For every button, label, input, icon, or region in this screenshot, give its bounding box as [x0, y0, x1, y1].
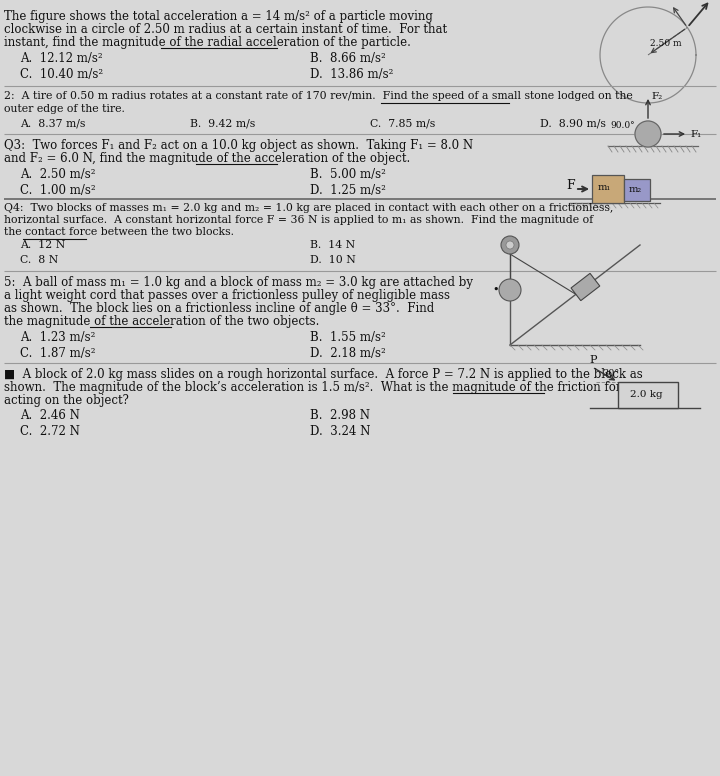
Text: D.  13.86 m/s²: D. 13.86 m/s² [310, 68, 393, 81]
Text: D.  1.25 m/s²: D. 1.25 m/s² [310, 184, 386, 197]
Text: A.  2.50 m/s²: A. 2.50 m/s² [20, 168, 96, 181]
Text: A.  12 N: A. 12 N [20, 240, 66, 250]
Text: outer edge of the tire.: outer edge of the tire. [4, 104, 125, 114]
Text: B.  2.98 N: B. 2.98 N [310, 409, 370, 422]
Circle shape [506, 241, 514, 249]
Bar [592, 175, 624, 203]
Text: The figure shows the total acceleration a = 14 m/s² of a particle moving: The figure shows the total acceleration … [4, 10, 433, 23]
Text: 5:  A ball of mass m₁ = 1.0 kg and a block of mass m₂ = 3.0 kg are attached by: 5: A ball of mass m₁ = 1.0 kg and a bloc… [4, 276, 473, 289]
Text: shown.  The magnitude of the block’s acceleration is 1.5 m/s².  What is the magn: shown. The magnitude of the block’s acce… [4, 381, 635, 394]
Text: m₂: m₂ [629, 185, 642, 194]
Text: A.  1.23 m/s²: A. 1.23 m/s² [20, 331, 95, 344]
Text: the contact force between the two blocks.: the contact force between the two blocks… [4, 227, 234, 237]
Text: D.  10 N: D. 10 N [310, 255, 356, 265]
Bar [618, 382, 678, 408]
Text: horizontal surface.  A constant horizontal force F = 36 N is applied to m₁ as sh: horizontal surface. A constant horizonta… [4, 215, 593, 225]
Text: B.  5.00 m/s²: B. 5.00 m/s² [310, 168, 386, 181]
Text: Q3:  Two forces F₁ and F₂ act on a 10.0 kg object as shown.  Taking F₁ = 8.0 N: Q3: Two forces F₁ and F₂ act on a 10.0 k… [4, 139, 473, 152]
Text: clockwise in a circle of 2.50 m radius at a certain instant of time.  For that: clockwise in a circle of 2.50 m radius a… [4, 23, 447, 36]
Text: 2.50 m: 2.50 m [649, 40, 681, 48]
Text: C.  7.85 m/s: C. 7.85 m/s [370, 119, 436, 129]
Text: instant, find the magnitude of the radial acceleration of the particle.: instant, find the magnitude of the radia… [4, 36, 411, 49]
Polygon shape [571, 273, 600, 300]
Circle shape [635, 121, 661, 147]
Text: A.  12.12 m/s²: A. 12.12 m/s² [20, 52, 103, 65]
Text: •₁: •₁ [492, 285, 503, 295]
Text: and F₂ = 6.0 N, find the magnitude of the acceleration of the object.: and F₂ = 6.0 N, find the magnitude of th… [4, 152, 410, 165]
Text: C.  8 N: C. 8 N [20, 255, 58, 265]
Text: D.  2.18 m/s²: D. 2.18 m/s² [310, 347, 386, 360]
Text: C.  10.40 m/s²: C. 10.40 m/s² [20, 68, 103, 81]
Text: F: F [566, 179, 575, 192]
Text: P: P [589, 355, 596, 365]
Text: m₁: m₁ [598, 183, 611, 192]
Text: F₁: F₁ [690, 130, 701, 139]
Text: B.  1.55 m/s²: B. 1.55 m/s² [310, 331, 386, 344]
Text: C.  2.72 N: C. 2.72 N [20, 425, 80, 438]
Text: D.  3.24 N: D. 3.24 N [310, 425, 370, 438]
Text: C.  1.87 m/s²: C. 1.87 m/s² [20, 347, 96, 360]
Text: ■  A block of 2.0 kg mass slides on a rough horizontal surface.  A force P = 7.2: ■ A block of 2.0 kg mass slides on a rou… [4, 368, 643, 381]
Text: the magnitude of the acceleration of the two objects.: the magnitude of the acceleration of the… [4, 315, 320, 328]
Circle shape [499, 279, 521, 301]
Text: a light weight cord that passes over a frictionless pulley of negligible mass: a light weight cord that passes over a f… [4, 289, 450, 302]
Text: C.  1.00 m/s²: C. 1.00 m/s² [20, 184, 96, 197]
Text: F₂: F₂ [651, 92, 662, 101]
Text: B.  14 N: B. 14 N [310, 240, 355, 250]
Text: A.  8.37 m/s: A. 8.37 m/s [20, 119, 86, 129]
Text: D.  8.90 m/s: D. 8.90 m/s [540, 119, 606, 129]
Text: B.  8.66 m/s²: B. 8.66 m/s² [310, 52, 386, 65]
Text: 2:  A tire of 0.50 m radius rotates at a constant rate of 170 rev/min.  Find the: 2: A tire of 0.50 m radius rotates at a … [4, 91, 633, 101]
Text: acting on the object?: acting on the object? [4, 394, 129, 407]
Bar [624, 179, 650, 201]
Text: as shown.  The block lies on a frictionless incline of angle θ = 33°.  Find: as shown. The block lies on a frictionle… [4, 302, 434, 315]
Text: 90.0°: 90.0° [610, 121, 634, 130]
Text: B.  9.42 m/s: B. 9.42 m/s [190, 119, 256, 129]
Circle shape [501, 236, 519, 254]
Text: 2.0 kg: 2.0 kg [630, 390, 662, 399]
Text: A.  2.46 N: A. 2.46 N [20, 409, 80, 422]
Text: Q4:  Two blocks of masses m₁ = 2.0 kg and m₂ = 1.0 kg are placed in contact with: Q4: Two blocks of masses m₁ = 2.0 kg and… [4, 203, 613, 213]
Text: 30°: 30° [602, 369, 619, 378]
